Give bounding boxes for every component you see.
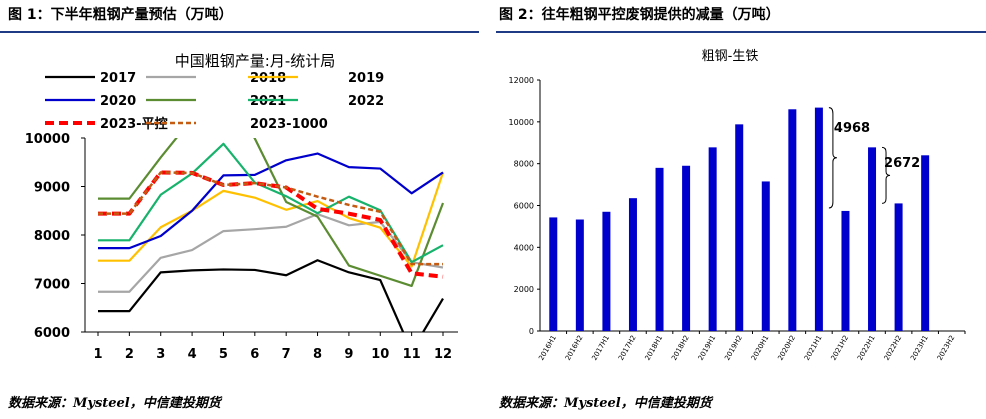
- bar-2020H1: [761, 181, 770, 331]
- x-tick-label: 9: [344, 347, 353, 362]
- x-tick-label: 2017H2: [617, 334, 638, 362]
- legend-label: 2018: [250, 71, 286, 86]
- y-tick-label: 0: [529, 327, 534, 336]
- x-tick-label: 2: [125, 347, 134, 362]
- x-tick-label: 10: [371, 347, 389, 362]
- bar-x-axis: 2016H1 2016H2 2017H1 2017H2 2018H1 2018H2 2019…: [537, 330, 966, 362]
- bar-2016H2: [575, 219, 584, 331]
- left-title-rule: [0, 31, 479, 33]
- x-tick-label: 5: [219, 347, 228, 362]
- legend-label: 2021: [250, 94, 286, 109]
- x-tick-label: 2019H1: [697, 334, 718, 362]
- y-tick-label: 2000: [514, 285, 534, 294]
- legend-label: 2017: [100, 71, 136, 86]
- y-tick-label: 9000: [34, 181, 70, 196]
- x-tick-label: 2016H2: [564, 334, 585, 362]
- bar-2019H1: [708, 147, 717, 331]
- line-chart-title: 中国粗钢产量:月-统计局: [175, 52, 335, 70]
- bar-2023H1: [921, 155, 930, 331]
- x-tick-label: 12: [434, 347, 452, 362]
- y-tick-label: 6000: [514, 202, 534, 211]
- x-tick-label: 11: [403, 347, 421, 362]
- right-source-note: 数据来源：Mysteel，中信建投期货: [499, 396, 712, 411]
- x-tick-label: 2020H2: [776, 334, 797, 362]
- bar-2021H1: [814, 107, 823, 331]
- series-line-2017: [98, 259, 444, 332]
- bar-2016H1: [549, 217, 558, 331]
- x-tick-label: 2017H1: [590, 334, 611, 362]
- annotation-label: 2672: [884, 156, 920, 171]
- x-tick-label: 2016H1: [537, 334, 558, 362]
- left-source-note: 数据来源：Mysteel，中信建投期货: [8, 396, 221, 411]
- x-tick-label: 2018H1: [644, 334, 665, 362]
- line-x-axis: 1 2 3 4 5 6 7 8 9 10 11 12: [85, 331, 458, 362]
- x-tick-label: 2021H2: [829, 334, 850, 362]
- x-tick-label: 4: [188, 347, 197, 362]
- left-figure-title: 图 1：下半年粗钢产量预估（万吨）: [8, 7, 233, 23]
- brace-2022: [881, 146, 891, 204]
- x-tick-label: 6: [250, 347, 259, 362]
- bar-chart: 粗钢-生铁 0 2000 4000 6000 8000 10000 12000 2016H1…: [509, 49, 966, 362]
- bar-2022H1: [868, 147, 877, 331]
- x-tick-label: 7: [282, 347, 291, 362]
- line-chart: 中国粗钢产量:月-统计局 2017 2018 2019 2020 2021 2022 202…: [25, 52, 458, 362]
- y-tick-label: 4000: [514, 243, 534, 252]
- y-tick-label: 12000: [509, 76, 534, 85]
- legend-label: 2022: [348, 94, 384, 109]
- x-tick-label: 2021H1: [803, 334, 824, 362]
- bar-2018H2: [682, 165, 691, 331]
- bar-2020H2: [788, 109, 797, 332]
- series-line-2021: [98, 138, 445, 288]
- y-tick-label: 8000: [514, 160, 534, 169]
- series-line-2020: [98, 152, 444, 250]
- bar-chart-title: 粗钢-生铁: [702, 49, 759, 64]
- line-plot-area: [98, 138, 445, 332]
- legend-label: 2023-1000: [250, 117, 328, 132]
- brace-2021: [828, 107, 837, 209]
- series-line-2023-1000: [98, 171, 443, 266]
- y-tick-label: 10000: [509, 118, 534, 127]
- x-tick-label: 2023H1: [909, 334, 930, 362]
- right-figure-title: 图 2：往年粗钢平控废钢提供的减量（万吨）: [499, 7, 780, 23]
- x-tick-label: 1: [93, 347, 102, 362]
- line-y-axis: 6000 7000 8000 9000 10000: [25, 132, 86, 341]
- bar-2018H1: [655, 167, 664, 331]
- bar-y-axis: 0 2000 4000 6000 8000 10000 12000: [509, 76, 541, 336]
- annotation-label: 4968: [834, 121, 870, 136]
- x-tick-label: 2023H2: [936, 334, 957, 362]
- x-tick-label: 2019H2: [723, 334, 744, 362]
- legend-label: 2019: [348, 71, 384, 86]
- y-tick-label: 6000: [34, 326, 70, 341]
- y-tick-label: 8000: [34, 229, 70, 244]
- bar-2019H2: [735, 124, 744, 332]
- legend-label: 2020: [100, 94, 136, 109]
- bar-plot-area: [549, 107, 930, 332]
- y-tick-label: 10000: [25, 132, 70, 147]
- bar-2017H1: [602, 211, 611, 331]
- x-tick-label: 2020H1: [750, 334, 771, 362]
- series-line-2022: [98, 142, 444, 264]
- bar-2021H2: [841, 210, 850, 331]
- x-tick-label: 3: [156, 347, 165, 362]
- line-legend: 2017 2018 2019 2020 2021 2022 2023-平控 2023-1000: [45, 71, 384, 132]
- legend-label: 2023-平控: [100, 116, 168, 132]
- bar-2017H2: [628, 198, 637, 331]
- y-tick-label: 7000: [34, 278, 70, 293]
- bar-2022H2: [894, 203, 903, 331]
- right-title-rule: [496, 31, 986, 33]
- x-tick-label: 8: [313, 347, 322, 362]
- series-line-2019: [98, 172, 445, 268]
- x-tick-label: 2018H2: [670, 334, 691, 362]
- bar-annotations: 4968 2672: [828, 107, 920, 209]
- x-tick-label: 2022H1: [856, 334, 877, 362]
- x-tick-label: 2022H2: [883, 334, 904, 362]
